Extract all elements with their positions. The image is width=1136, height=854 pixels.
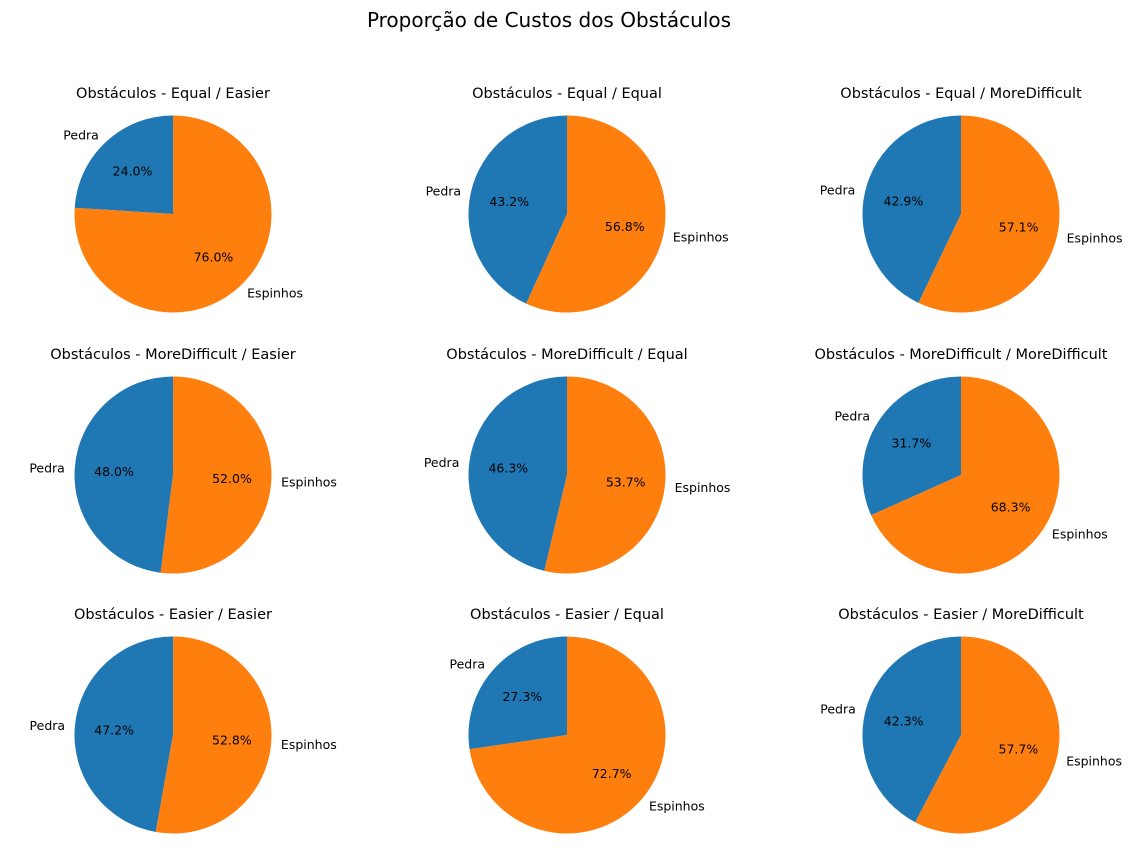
figure-suptitle: Proporção de Custos dos Obstáculos (367, 8, 731, 32)
pie-category-label: Espinhos (1052, 526, 1108, 541)
pie-percent-label: 52.8% (212, 733, 252, 748)
pie-slice-pedra (74, 376, 173, 573)
pie-category-label: Espinhos (281, 474, 337, 489)
pie-slice-espinhos (155, 636, 272, 834)
pie-panels: Obstáculos - Equal / Easier 24.0% Pedra 76.… (29, 86, 1122, 834)
pie-category-label: Espinhos (649, 798, 705, 813)
pie-slice-espinhos (160, 376, 272, 574)
pie-title: Obstáculos - Equal / MoreDifficult (840, 86, 1082, 102)
pie-category-label: Pedra (424, 455, 460, 470)
pie-category-label: Espinhos (675, 480, 731, 495)
pie-slice-pedra (468, 636, 567, 750)
pie-percent-label: 68.3% (991, 500, 1031, 515)
pie-slice-espinhos (918, 115, 1060, 313)
pie-percent-label: 56.8% (605, 219, 645, 234)
pie-title: Obstáculos - Easier / MoreDifficult (838, 607, 1084, 623)
pie-title: Obstáculos - Easier / Equal (470, 607, 664, 623)
pie-percent-label: 24.0% (113, 163, 153, 178)
pie-slice-pedra (862, 636, 961, 823)
pie-category-label: Pedra (820, 702, 856, 717)
pie-title: Obstáculos - MoreDifficult / MoreDifficu… (815, 347, 1108, 363)
pie-slice-espinhos (526, 115, 666, 313)
pie-slice-pedra (862, 115, 961, 303)
pie-category-label: Pedra (820, 183, 856, 198)
pie-title: Obstáculos - Equal / Easier (76, 86, 270, 102)
pie-percent-label: 57.1% (999, 220, 1039, 235)
pie-title: Obstáculos - MoreDifficult / Equal (446, 347, 687, 363)
pie-percent-label: 76.0% (194, 250, 234, 265)
pie-panel: Obstáculos - Equal / Easier 24.0% Pedra 76.… (63, 86, 303, 313)
pie-percent-label: 27.3% (502, 689, 542, 704)
pie-category-label: Pedra (29, 461, 65, 476)
pie-percent-label: 57.7% (999, 742, 1039, 757)
pie-percent-label: 47.2% (94, 722, 134, 737)
pie-percent-label: 43.2% (489, 194, 529, 209)
pie-slice-espinhos (544, 376, 666, 574)
pie-panel: Obstáculos - Easier / Equal 27.3% Pedra 72.… (450, 607, 705, 834)
pie-category-label: Espinhos (247, 285, 303, 300)
pie-panel: Obstáculos - Easier / Easier 47.2% Pedra 52… (30, 607, 337, 834)
pie-category-label: Pedra (30, 718, 66, 733)
pie-slice-pedra (862, 376, 961, 516)
pie-slice-pedra (468, 115, 567, 304)
pie-percent-label: 52.0% (212, 471, 252, 486)
pie-panel: Obstáculos - Easier / MoreDifficult 42.3%… (820, 607, 1122, 834)
pie-slice-pedra (468, 376, 567, 571)
pie-slice-pedra (74, 115, 173, 214)
pie-category-label: Espinhos (281, 737, 337, 752)
pie-percent-label: 53.7% (606, 474, 646, 489)
pie-panel: Obstáculos - Equal / Equal 43.2% Pedra 56.8… (426, 86, 729, 313)
pie-slice-espinhos (469, 636, 666, 834)
pie-slice-espinhos (871, 376, 1060, 574)
pie-category-label: Pedra (63, 128, 99, 143)
pie-category-label: Pedra (835, 409, 871, 424)
pie-category-label: Espinhos (1066, 753, 1122, 768)
pie-title: Obstáculos - MoreDifficult / Easier (50, 347, 295, 363)
pie-panel: Obstáculos - MoreDifficult / MoreDifficu… (815, 347, 1108, 574)
pie-category-label: Espinhos (1067, 230, 1123, 245)
pie-title: Obstáculos - Equal / Equal (472, 86, 662, 102)
pie-category-label: Pedra (426, 184, 462, 199)
pie-category-label: Espinhos (673, 229, 729, 244)
pie-slice-espinhos (74, 115, 272, 313)
pie-percent-label: 48.0% (94, 464, 134, 479)
pie-panel: Obstáculos - MoreDifficult / Easier 48.0%… (29, 347, 337, 574)
pie-percent-label: 46.3% (488, 461, 528, 476)
pie-percent-label: 42.3% (884, 713, 924, 728)
pie-category-label: Pedra (450, 657, 486, 672)
pie-title: Obstáculos - Easier / Easier (74, 607, 272, 623)
pie-slice-espinhos (915, 636, 1060, 834)
pie-slice-pedra (74, 636, 173, 832)
pie-panel: Obstáculos - Equal / MoreDifficult 42.9% P… (820, 86, 1123, 313)
pie-percent-label: 72.7% (592, 766, 632, 781)
pie-percent-label: 31.7% (892, 435, 932, 450)
pie-panel: Obstáculos - MoreDifficult / Equal 46.3% P… (424, 347, 731, 574)
pie-percent-label: 42.9% (884, 193, 924, 208)
